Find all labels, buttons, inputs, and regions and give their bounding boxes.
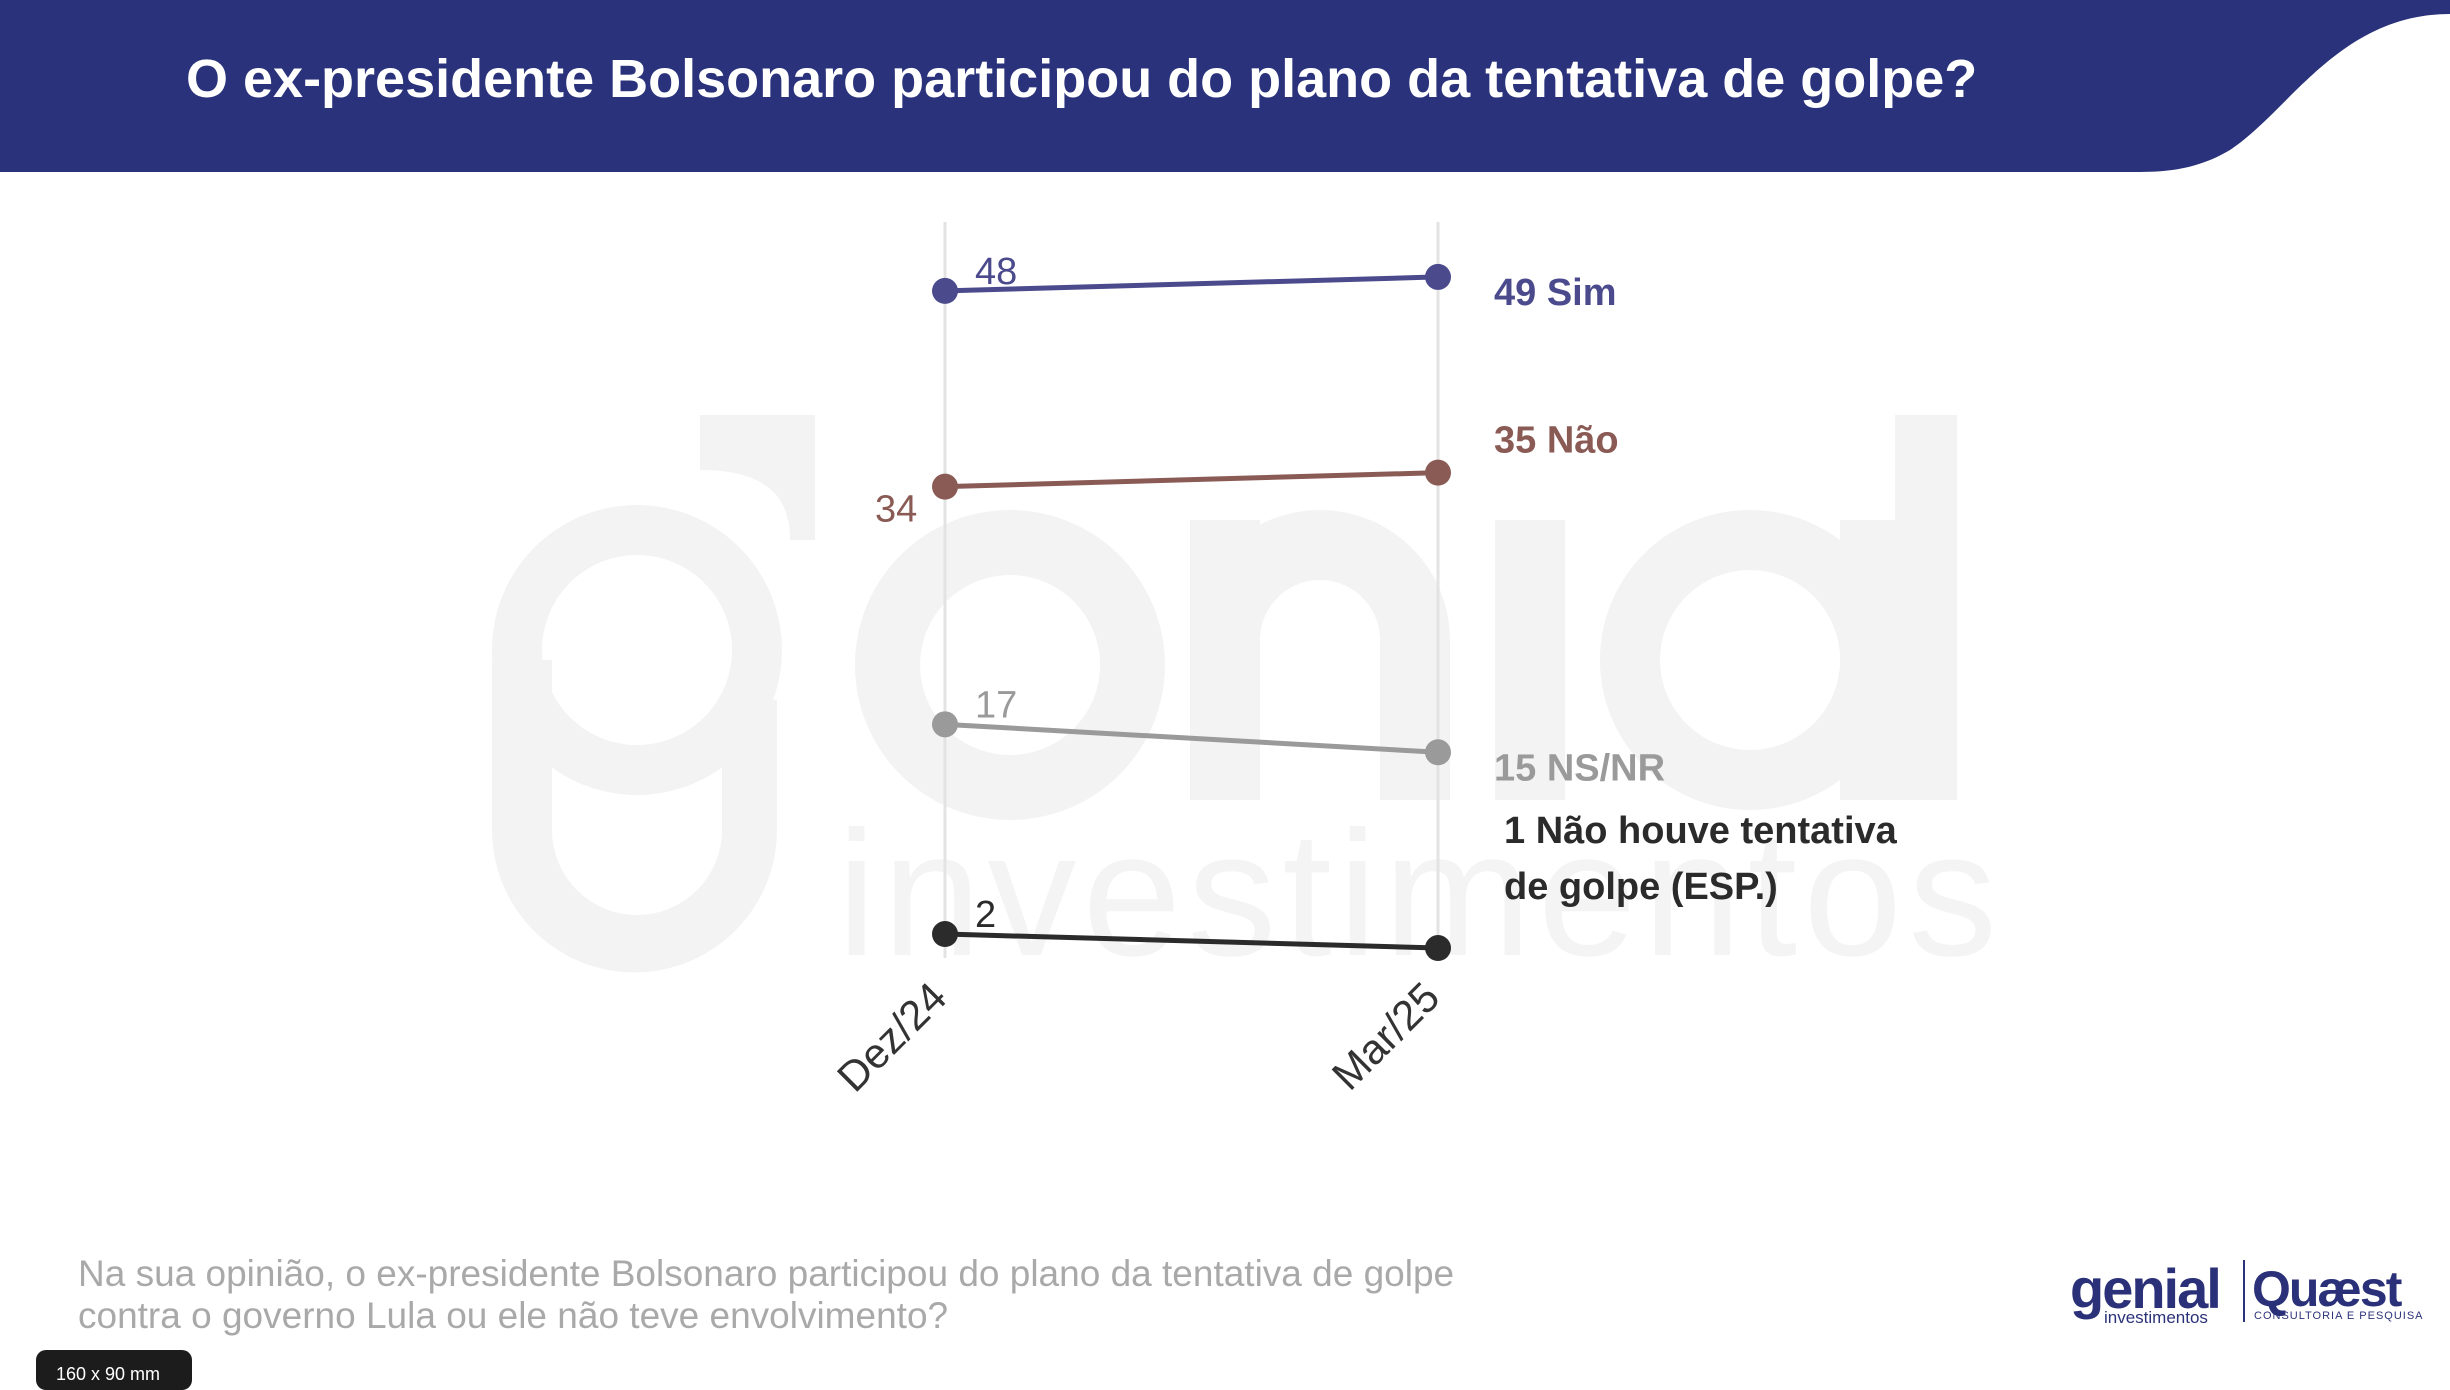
watermark-g-hook bbox=[700, 415, 815, 540]
data-point-2-1 bbox=[1425, 739, 1451, 766]
data-point-0-0 bbox=[932, 277, 958, 304]
watermark-g-tail bbox=[492, 660, 777, 973]
watermark-l-stem bbox=[1895, 415, 1957, 800]
start-value-label-3: 2 bbox=[975, 894, 996, 936]
end-series-label-3-1: de golpe (ESP.) bbox=[1504, 866, 1778, 908]
footer-logos: genial investimentos Quæst CONSULTORIA E… bbox=[2066, 1252, 2423, 1332]
data-point-3-0 bbox=[932, 921, 958, 948]
size-tag: 160 x 90 mm bbox=[36, 1350, 192, 1390]
watermark-n-arch bbox=[1190, 510, 1450, 800]
label-group: 48 49 Sim 34 35 Não 17 15 NS/NR 2 1 Não houve t… bbox=[875, 251, 1898, 936]
data-point-1-0 bbox=[932, 473, 958, 500]
series-line-3 bbox=[944, 931, 1439, 951]
data-point-0-1 bbox=[1425, 263, 1451, 290]
start-value-label-1: 34 bbox=[875, 489, 917, 531]
quaest-logo: Quæst bbox=[2252, 1261, 2402, 1317]
start-value-label-2: 17 bbox=[975, 684, 1017, 726]
series-group bbox=[932, 263, 1451, 962]
genial-logo: genial bbox=[2070, 1257, 2222, 1320]
watermark-e bbox=[854, 510, 1165, 820]
header-bar bbox=[0, 0, 2450, 172]
series-line-2 bbox=[944, 721, 1439, 755]
data-point-1-1 bbox=[1425, 459, 1451, 486]
watermark-g-bowl bbox=[491, 505, 782, 796]
end-series-label-0: 49 Sim bbox=[1494, 272, 1617, 314]
survey-question: Na sua opinião, o ex-presidente Bolsonar… bbox=[78, 1253, 1455, 1336]
data-point-2-0 bbox=[932, 711, 958, 738]
watermark-a-bowl bbox=[1599, 510, 1900, 811]
quaest-logo-subtitle: CONSULTORIA E PESQUISA bbox=[2254, 1310, 2424, 1322]
series-line-1 bbox=[944, 470, 1439, 490]
end-series-label-2: 15 NS/NR bbox=[1494, 747, 1665, 789]
watermark-subtitle: investimentos bbox=[837, 794, 2003, 993]
end-series-label-1: 35 Não bbox=[1494, 420, 1619, 462]
series-line-0 bbox=[944, 274, 1439, 294]
x-tick-label-0: Dez/24 bbox=[828, 973, 955, 1100]
end-series-label-3-0: 1 Não houve tentativa bbox=[1504, 810, 1898, 852]
x-tick-label-1: Mar/25 bbox=[1323, 973, 1449, 1099]
header-banner-shape bbox=[0, 0, 2450, 172]
x-axis: Dez/24 Mar/25 bbox=[828, 973, 1448, 1100]
page-title: O ex-presidente Bolsonaro participou do … bbox=[186, 49, 1978, 109]
logo-divider bbox=[2243, 1260, 2245, 1322]
watermark-i-stem bbox=[1495, 520, 1565, 800]
data-point-3-1 bbox=[1425, 935, 1451, 962]
start-value-label-0: 48 bbox=[975, 251, 1017, 293]
genial-logo-subtitle: investimentos bbox=[2104, 1308, 2208, 1327]
grid-lines bbox=[943, 222, 1440, 958]
